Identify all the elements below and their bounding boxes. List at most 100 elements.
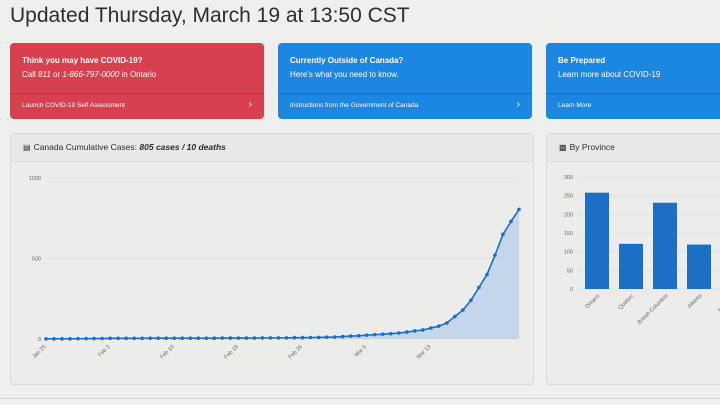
data-point: [300, 335, 305, 340]
y-tick-label: 150: [564, 231, 573, 237]
data-point: [477, 285, 481, 290]
x-tick-label: Mar 13: [416, 344, 432, 360]
y-tick-label: 300: [564, 175, 573, 181]
data-point: [228, 336, 233, 340]
y-tick-label: 50: [567, 268, 573, 274]
data-point: [148, 336, 153, 340]
data-point: [396, 331, 401, 335]
y-tick-label: 0: [38, 337, 41, 343]
bar: [619, 243, 643, 289]
data-point: [509, 219, 513, 224]
data-point: [485, 272, 489, 277]
data-point: [180, 336, 185, 340]
data-point: [388, 331, 393, 336]
data-point: [260, 336, 265, 340]
data-point: [124, 336, 128, 341]
bar: [687, 244, 711, 289]
data-point: [372, 332, 377, 337]
panel-header: ▩ By Province: [547, 134, 720, 162]
data-point: [461, 308, 465, 312]
x-tick-label: Feb 26: [288, 344, 304, 360]
data-point: [44, 337, 48, 341]
x-tick-label: Mar 5: [354, 344, 368, 358]
data-point: [348, 334, 353, 338]
data-point: [412, 329, 417, 333]
data-point: [437, 324, 441, 328]
data-point: [92, 336, 96, 341]
data-point: [164, 336, 169, 340]
bar-chart-icon: ▩: [559, 143, 567, 152]
data-point: [156, 336, 161, 340]
bar: [653, 202, 677, 289]
x-tick-label: Alberta: [687, 293, 704, 310]
case-death-stats: 805 cases / 10 deaths: [139, 142, 226, 152]
area-fill: [46, 209, 519, 339]
x-tick-label: Quebec: [618, 293, 636, 311]
chevron-right-icon[interactable]: ›: [516, 99, 520, 110]
data-point: [340, 334, 345, 339]
data-point: [324, 335, 329, 340]
data-point: [196, 336, 201, 340]
learn-more-link[interactable]: Learn More: [558, 102, 592, 109]
x-tick-label: Feb 10: [159, 344, 175, 360]
province-panel: ▩ By Province 300 250 200 150 100 50 0 Ontario Qu…: [546, 133, 720, 385]
data-point: [284, 336, 289, 340]
area-chart-icon: ▤: [23, 143, 31, 152]
data-point: [140, 336, 145, 341]
data-point: [501, 232, 505, 237]
y-tick-label: 0: [570, 287, 573, 293]
data-point: [469, 298, 473, 303]
data-point: [420, 328, 425, 332]
x-tick-label: British Columbia: [637, 293, 670, 326]
panel-title: Canada Cumulative Cases:: [33, 142, 140, 152]
chevron-right-icon[interactable]: ›: [248, 99, 252, 110]
data-point: [172, 336, 177, 340]
data-point: [60, 337, 64, 341]
card-divider: [10, 93, 264, 94]
x-tick-label: Feb 2: [97, 344, 111, 358]
y-tick-label: 250: [564, 194, 573, 200]
series-line: [46, 208, 520, 340]
y-tick-label: 200: [564, 212, 573, 218]
province-bar-chart: 300 250 200 150 100 50 0 Ontario Quebec British C…: [564, 175, 720, 326]
card-description: Learn more about COVID-19: [558, 70, 661, 79]
data-point: [364, 333, 369, 337]
data-point: [276, 336, 281, 340]
data-point: [108, 336, 112, 341]
data-point: [84, 336, 88, 341]
data-point: [332, 335, 337, 339]
data-point: [100, 336, 104, 341]
data-point: [268, 336, 273, 340]
data-point: [292, 335, 297, 340]
cumulative-cases-panel: ▤ Canada Cumulative Cases: 805 cases / 10…: [10, 133, 534, 385]
x-tick-label: Ontario: [584, 293, 601, 310]
x-tick-label: Jan 25: [31, 344, 47, 360]
data-point: [68, 337, 72, 341]
data-point: [517, 207, 521, 212]
data-point: [236, 336, 241, 340]
self-assessment-card[interactable]: Think you may have COVID-19? Call 811 or…: [10, 43, 264, 119]
card-divider: [546, 93, 720, 94]
government-instructions-link[interactable]: Instructions from the Government of Cana…: [290, 102, 419, 109]
bar: [585, 192, 609, 289]
y-tick-label: 100: [564, 250, 573, 256]
card-description: Call 811 or 1-866-797-0000 in Ontario: [22, 70, 157, 79]
x-tick-label: Feb 18: [223, 344, 239, 360]
card-divider: [278, 93, 532, 94]
data-point: [132, 336, 136, 341]
be-prepared-card[interactable]: Be Prepared Learn more about COVID-19 Le…: [546, 43, 720, 119]
data-point: [220, 336, 225, 340]
data-point: [76, 336, 80, 341]
panel-header: ▤ Canada Cumulative Cases: 805 cases / 10…: [11, 134, 533, 162]
data-point: [252, 336, 257, 340]
card-title: Be Prepared: [558, 56, 606, 65]
data-point: [308, 335, 313, 340]
outside-canada-card[interactable]: Currently Outside of Canada? Here's what…: [278, 43, 532, 119]
data-point: [493, 253, 497, 258]
data-point: [52, 337, 56, 341]
data-point: [212, 336, 217, 340]
data-point: [453, 314, 457, 319]
panel-title: By Province: [569, 142, 615, 152]
self-assessment-link[interactable]: Launch COVID-19 Self Assessment: [22, 102, 125, 109]
